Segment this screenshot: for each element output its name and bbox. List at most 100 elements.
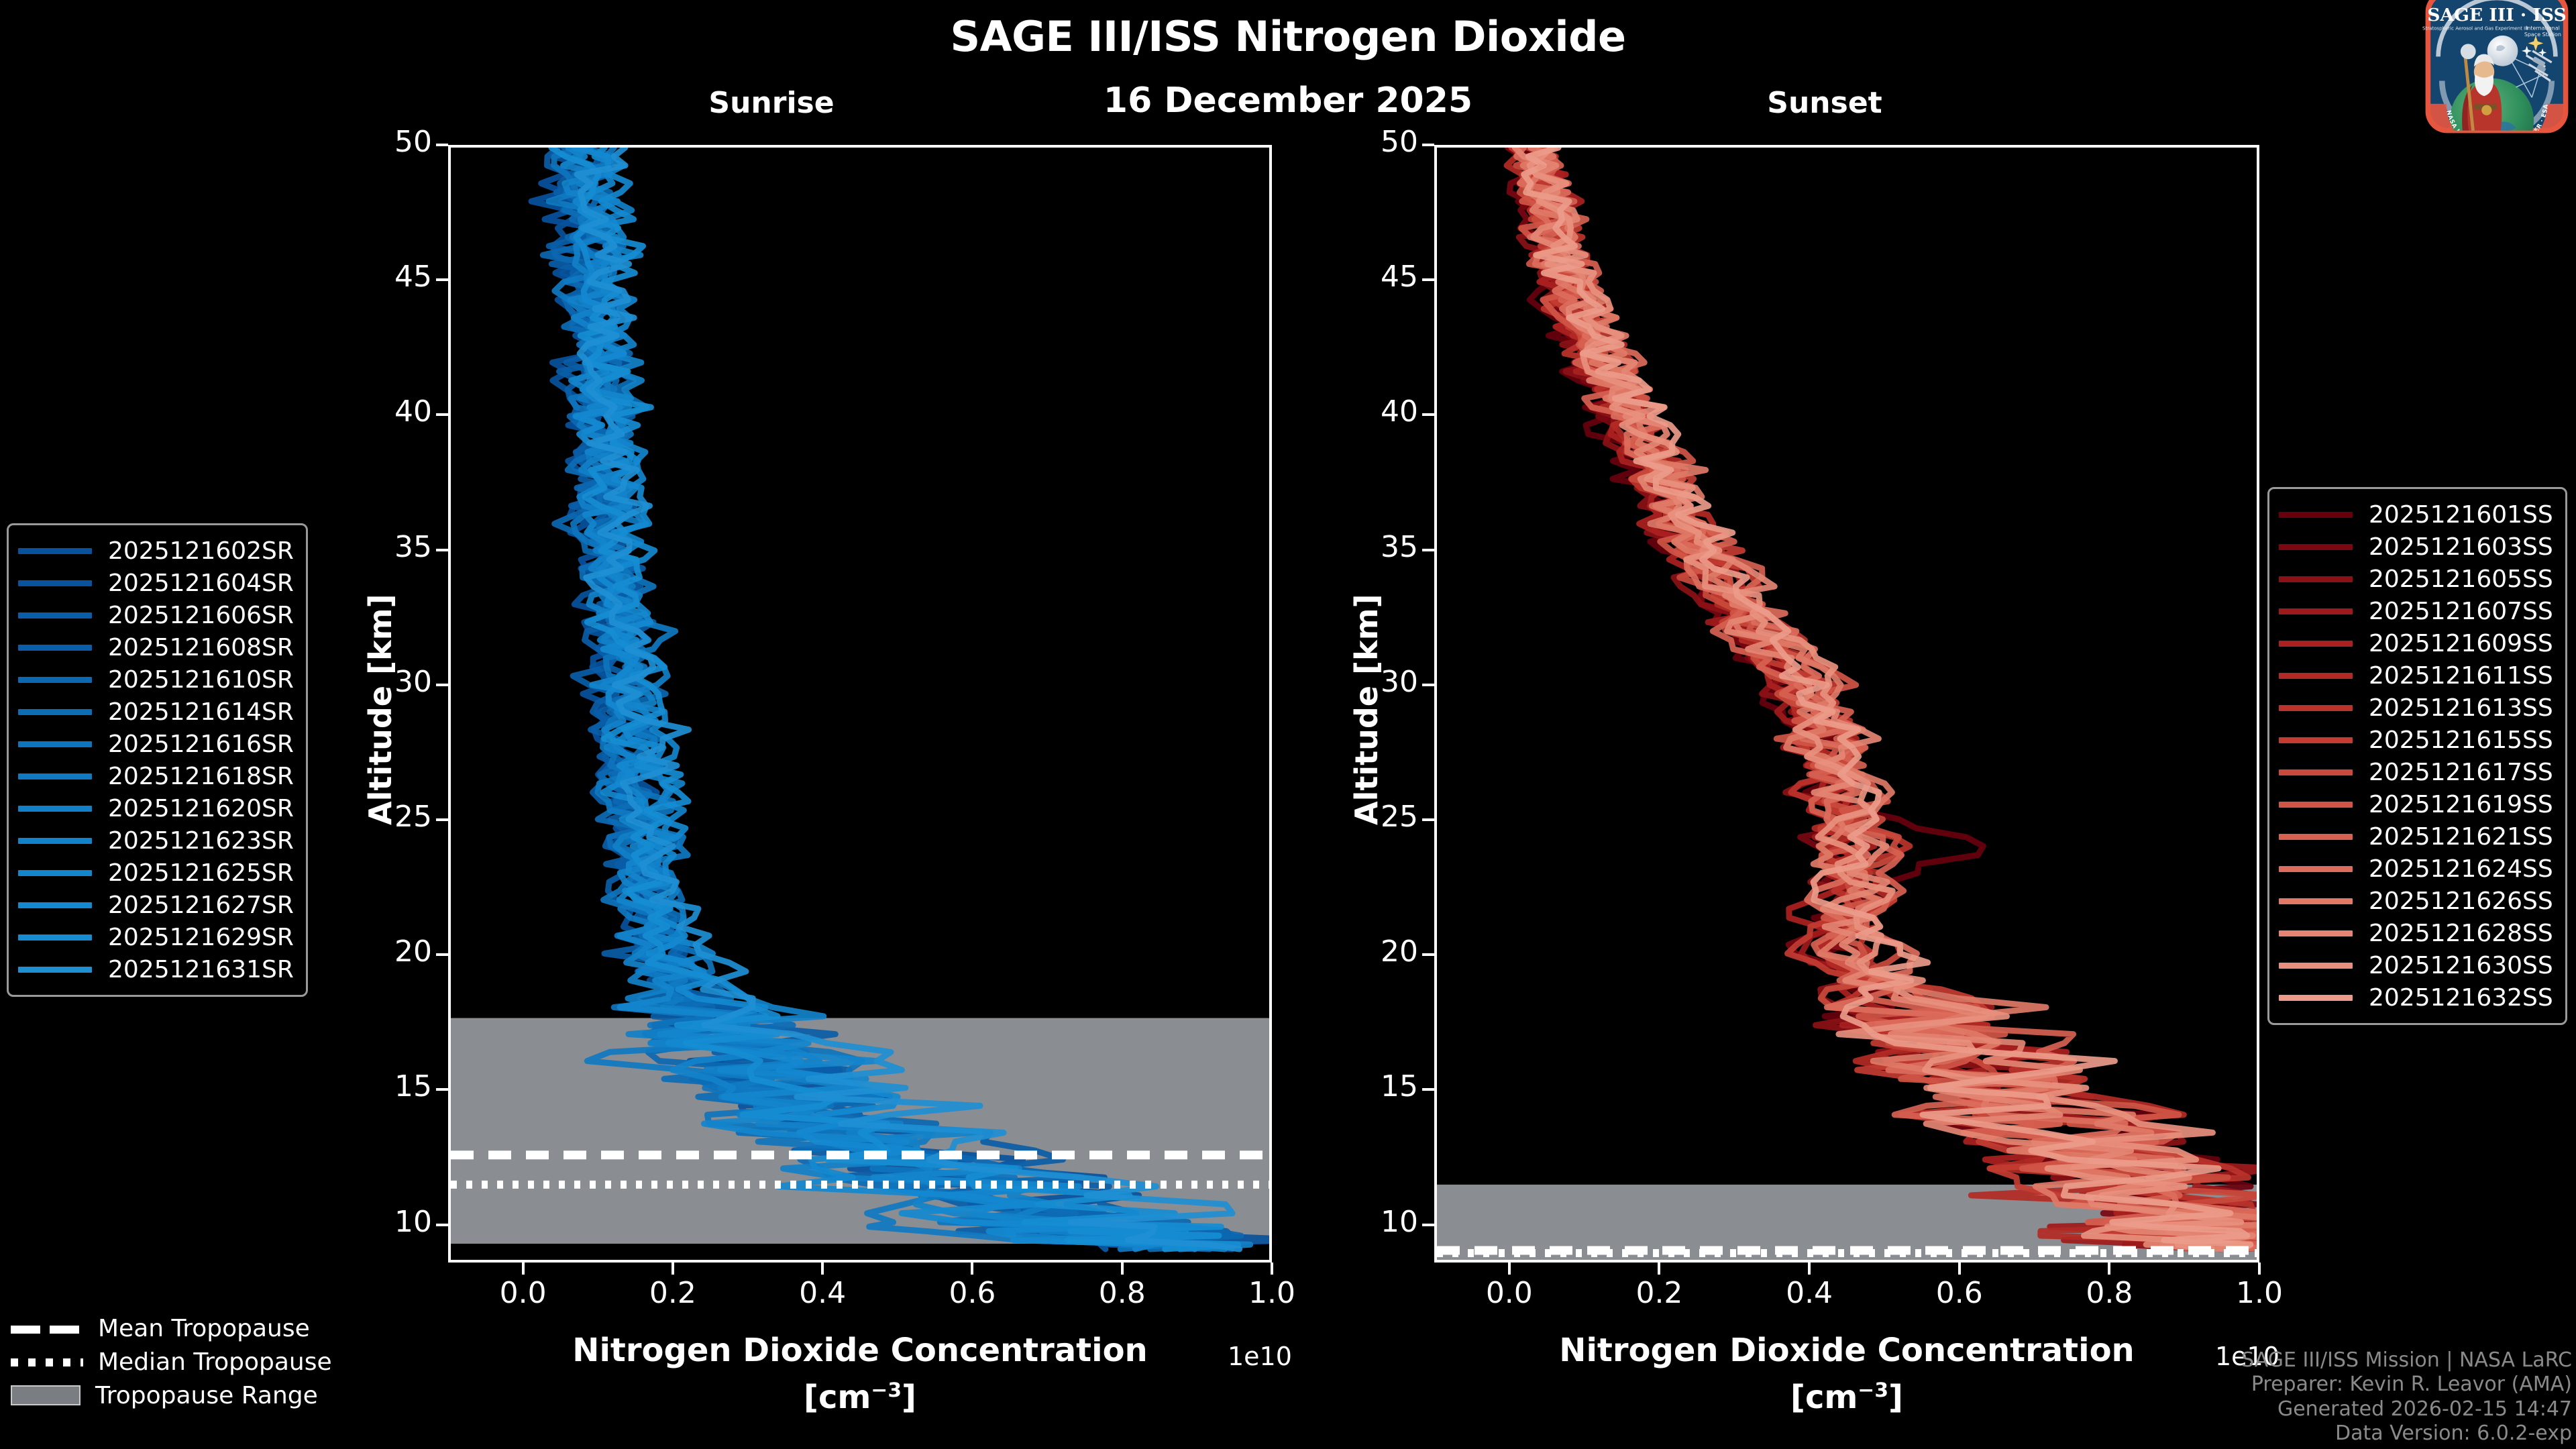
credits-block: SAGE III/ISS Mission | NASA LaRC Preparer…	[2241, 1348, 2572, 1446]
legend-event-label: 2025121607SS	[2369, 597, 2553, 625]
legend-event-label: 2025121632SS	[2369, 983, 2553, 1012]
y-tick-mark	[1422, 1223, 1434, 1226]
legend-item-2025121620SR[interactable]: 2025121620SR	[18, 792, 294, 824]
y-tick-mark	[436, 144, 448, 146]
x-tick-mark	[671, 1263, 674, 1275]
legend-event-label: 2025121624SS	[2369, 855, 2553, 883]
legend-color-swatch	[18, 934, 92, 941]
legend-item-2025121615SS[interactable]: 2025121615SS	[2279, 724, 2553, 756]
legend-item-2025121627SR[interactable]: 2025121627SR	[18, 889, 294, 921]
x-tick-label: 0.4	[799, 1276, 847, 1310]
y-tick-label: 35	[1381, 529, 1418, 564]
sunrise-series-legend[interactable]: 2025121602SR 2025121604SR 2025121606SR 2025…	[7, 523, 308, 997]
x-tick-label: 1.0	[2236, 1276, 2283, 1310]
x-tick-label: 0.0	[499, 1276, 547, 1310]
legend-item-2025121626SS[interactable]: 2025121626SS	[2279, 885, 2553, 917]
legend-item-2025121619SS[interactable]: 2025121619SS	[2279, 788, 2553, 820]
legend-item-2025121621SS[interactable]: 2025121621SS	[2279, 820, 2553, 853]
legend-item-2025121609SS[interactable]: 2025121609SS	[2279, 627, 2553, 659]
legend-event-label: 2025121602SR	[108, 537, 294, 565]
legend-color-swatch	[2279, 898, 2353, 904]
profile-line	[1521, 148, 2254, 1252]
legend-item-2025121618SR[interactable]: 2025121618SR	[18, 760, 294, 792]
y-tick-label: 10	[394, 1204, 432, 1239]
patch-banner	[2430, 103, 2564, 131]
legend-color-swatch	[18, 580, 92, 586]
legend-item-2025121617SS[interactable]: 2025121617SS	[2279, 756, 2553, 788]
legend-item-2025121605SS[interactable]: 2025121605SS	[2279, 563, 2553, 595]
legend-color-swatch	[2279, 962, 2353, 969]
legend-item-2025121631SR[interactable]: 2025121631SR	[18, 953, 294, 985]
y-tick-mark	[436, 953, 448, 957]
profile-line	[1525, 148, 2257, 1252]
legend-event-label: 2025121631SR	[108, 955, 294, 983]
legend-color-swatch	[2279, 608, 2353, 614]
sunrise-profile-chart	[451, 148, 1269, 1252]
sunrise-y-axis-label: Altitude [km]	[362, 594, 398, 825]
patch-iss	[2525, 50, 2553, 82]
credit-line: SAGE III/ISS Mission | NASA LaRC	[2241, 1348, 2572, 1372]
legend-event-label: 2025121617SS	[2369, 758, 2553, 786]
patch-iss-subtitle-2: Space Station	[2524, 32, 2561, 38]
legend-item-2025121616SR[interactable]: 2025121616SR	[18, 728, 294, 760]
legend-item-2025121628SS[interactable]: 2025121628SS	[2279, 917, 2553, 949]
legend-item-2025121601SS[interactable]: 2025121601SS	[2279, 498, 2553, 531]
legend-event-label: 2025121608SR	[108, 633, 294, 661]
x-tick-label: 0.2	[1635, 1276, 1683, 1310]
y-tick-mark	[1422, 413, 1434, 417]
profile-line	[1526, 148, 2245, 1252]
sunset-panel-label: Sunset	[1767, 86, 1882, 120]
legend-item-2025121606SR[interactable]: 2025121606SR	[18, 599, 294, 631]
sunrise-x-exponent: 1e10	[1228, 1342, 1292, 1371]
y-tick-label: 20	[394, 934, 432, 969]
legend-event-label: 2025121625SR	[108, 859, 294, 887]
legend-item-2025121608SR[interactable]: 2025121608SR	[18, 631, 294, 663]
sunset-x-exponent: 1e10	[2215, 1342, 2279, 1371]
sunrise-panel-label: Sunrise	[708, 86, 835, 120]
legend-color-swatch	[18, 708, 92, 715]
legend-item-2025121624SS[interactable]: 2025121624SS	[2279, 853, 2553, 885]
legend-color-swatch	[2279, 704, 2353, 711]
patch-moon	[2487, 36, 2518, 66]
sunrise-plot-panel	[448, 145, 1272, 1263]
legend-item-2025121603SS[interactable]: 2025121603SS	[2279, 531, 2553, 563]
y-tick-mark	[1422, 144, 1434, 146]
units-prefix: [cm	[804, 1379, 871, 1416]
y-tick-mark	[436, 548, 448, 551]
legend-item-2025121614SR[interactable]: 2025121614SR	[18, 696, 294, 728]
page-title: SAGE III/ISS Nitrogen Dioxide	[950, 12, 1626, 61]
sunrise-x-axis-label: Nitrogen Dioxide Concentration	[572, 1332, 1148, 1369]
legend-item-2025121630SS[interactable]: 2025121630SS	[2279, 949, 2553, 981]
legend-item-2025121604SR[interactable]: 2025121604SR	[18, 567, 294, 599]
y-tick-label: 40	[394, 394, 432, 429]
legend-color-swatch	[18, 644, 92, 651]
dashed-line-icon	[8, 1321, 83, 1336]
legend-item-2025121625SR[interactable]: 2025121625SR	[18, 857, 294, 889]
legend-item-2025121611SS[interactable]: 2025121611SS	[2279, 659, 2553, 692]
legend-item-2025121632SS[interactable]: 2025121632SS	[2279, 981, 2553, 1014]
legend-color-swatch	[18, 547, 92, 554]
legend-item-2025121602SR[interactable]: 2025121602SR	[18, 535, 294, 567]
legend-item-2025121610SR[interactable]: 2025121610SR	[18, 663, 294, 696]
y-tick-label: 15	[394, 1069, 432, 1104]
legend-item-2025121629SR[interactable]: 2025121629SR	[18, 921, 294, 953]
x-tick-label: 0.8	[2086, 1276, 2133, 1310]
legend-item-2025121607SS[interactable]: 2025121607SS	[2279, 595, 2553, 627]
legend-item-2025121613SS[interactable]: 2025121613SS	[2279, 692, 2553, 724]
sunset-x-axis-units: [cm−3]	[1511, 1379, 2182, 1416]
legend-color-swatch	[18, 741, 92, 747]
legend-color-swatch	[18, 805, 92, 812]
legend-item-2025121623SR[interactable]: 2025121623SR	[18, 824, 294, 857]
legend-event-label: 2025121621SS	[2369, 822, 2553, 851]
legend-item-tropopause-range: Tropopause Range	[8, 1379, 332, 1412]
legend-color-swatch	[18, 902, 92, 908]
x-tick-label: 0.8	[1098, 1276, 1146, 1310]
legend-event-label: 2025121610SR	[108, 665, 294, 694]
units-suffix: ]	[1888, 1379, 1903, 1416]
y-tick-mark	[436, 818, 448, 822]
x-tick-mark	[2258, 1263, 2261, 1275]
x-tick-mark	[1658, 1263, 1661, 1275]
sunset-series-legend[interactable]: 2025121601SS 2025121603SS 2025121605SS 2025…	[2267, 487, 2567, 1025]
x-tick-label: 0.4	[1786, 1276, 1833, 1310]
sunset-y-axis-label: Altitude [km]	[1348, 594, 1385, 825]
